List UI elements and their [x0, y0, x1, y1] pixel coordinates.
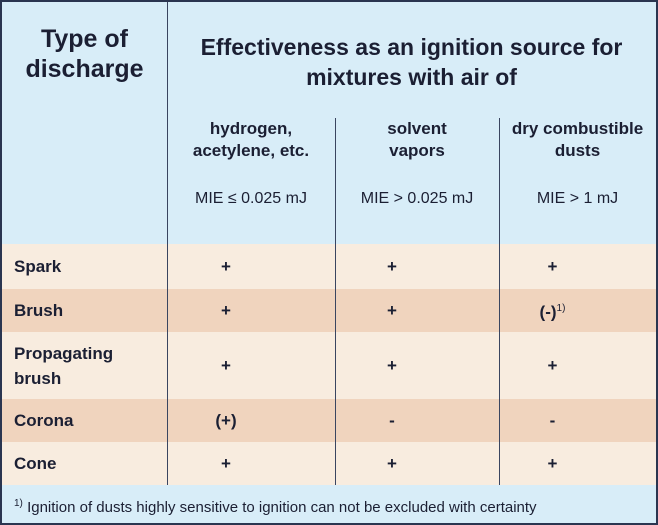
- cell: +: [221, 257, 231, 276]
- column-mie: MIE > 0.025 mJ: [360, 190, 474, 207]
- table-row: Corona (+) - -: [2, 399, 656, 442]
- cell: +: [387, 257, 397, 276]
- column-name: dry combustible dusts: [511, 119, 644, 160]
- column-mie: MIE > 1 mJ: [536, 190, 619, 207]
- cell-note: 1): [556, 303, 566, 315]
- row-label: Brush: [14, 301, 64, 320]
- first-header: Type of discharge: [25, 25, 144, 83]
- row-label: Cone: [14, 454, 57, 473]
- row-label: Corona: [14, 411, 74, 430]
- column-divider: [335, 118, 336, 485]
- cell: (+): [215, 411, 237, 430]
- cell: +: [221, 356, 231, 375]
- column-divider: [499, 118, 500, 485]
- cell: +: [387, 301, 397, 320]
- cell: +: [547, 356, 558, 375]
- column-mie: MIE ≤ 0.025 mJ: [195, 190, 307, 207]
- column-divider: [167, 2, 168, 485]
- row-label: Spark: [14, 257, 62, 276]
- column-header: dry combustible dusts MIE > 1 mJ: [499, 118, 656, 210]
- cell: -: [389, 411, 395, 430]
- cell: +: [387, 454, 397, 473]
- cell: +: [547, 454, 558, 473]
- cell: +: [221, 454, 231, 473]
- footnote-text: Ignition of dusts highly sensitive to ig…: [27, 499, 537, 516]
- row-label: Propagating brush: [14, 343, 114, 388]
- table-row: Cone + + +: [2, 442, 656, 485]
- table-body: Spark + + + Brush + + (-)1) Propagating brush + + +…: [2, 244, 656, 485]
- column-header: hydrogen, acetylene, etc. MIE ≤ 0.025 mJ: [167, 118, 335, 210]
- table-row: Propagating brush + + +: [2, 332, 656, 399]
- table-row: Spark + + +: [2, 244, 656, 289]
- column-header: solvent vapors MIE > 0.025 mJ: [335, 118, 499, 210]
- footnote: 1) Ignition of dusts highly sensitive to…: [2, 485, 656, 523]
- footnote-mark: 1): [14, 498, 23, 509]
- cell: +: [387, 356, 397, 375]
- column-name: hydrogen, acetylene, etc.: [192, 119, 310, 160]
- cell: +: [547, 257, 558, 276]
- table-row: Brush + + (-)1): [2, 289, 656, 332]
- column-name: solvent vapors: [387, 119, 447, 160]
- cell-value: (-): [539, 302, 557, 322]
- cell: -: [549, 411, 556, 430]
- cell: (-)1): [474, 296, 631, 325]
- cell: +: [221, 301, 231, 320]
- group-header: Effectiveness as an ignition source for …: [200, 34, 623, 90]
